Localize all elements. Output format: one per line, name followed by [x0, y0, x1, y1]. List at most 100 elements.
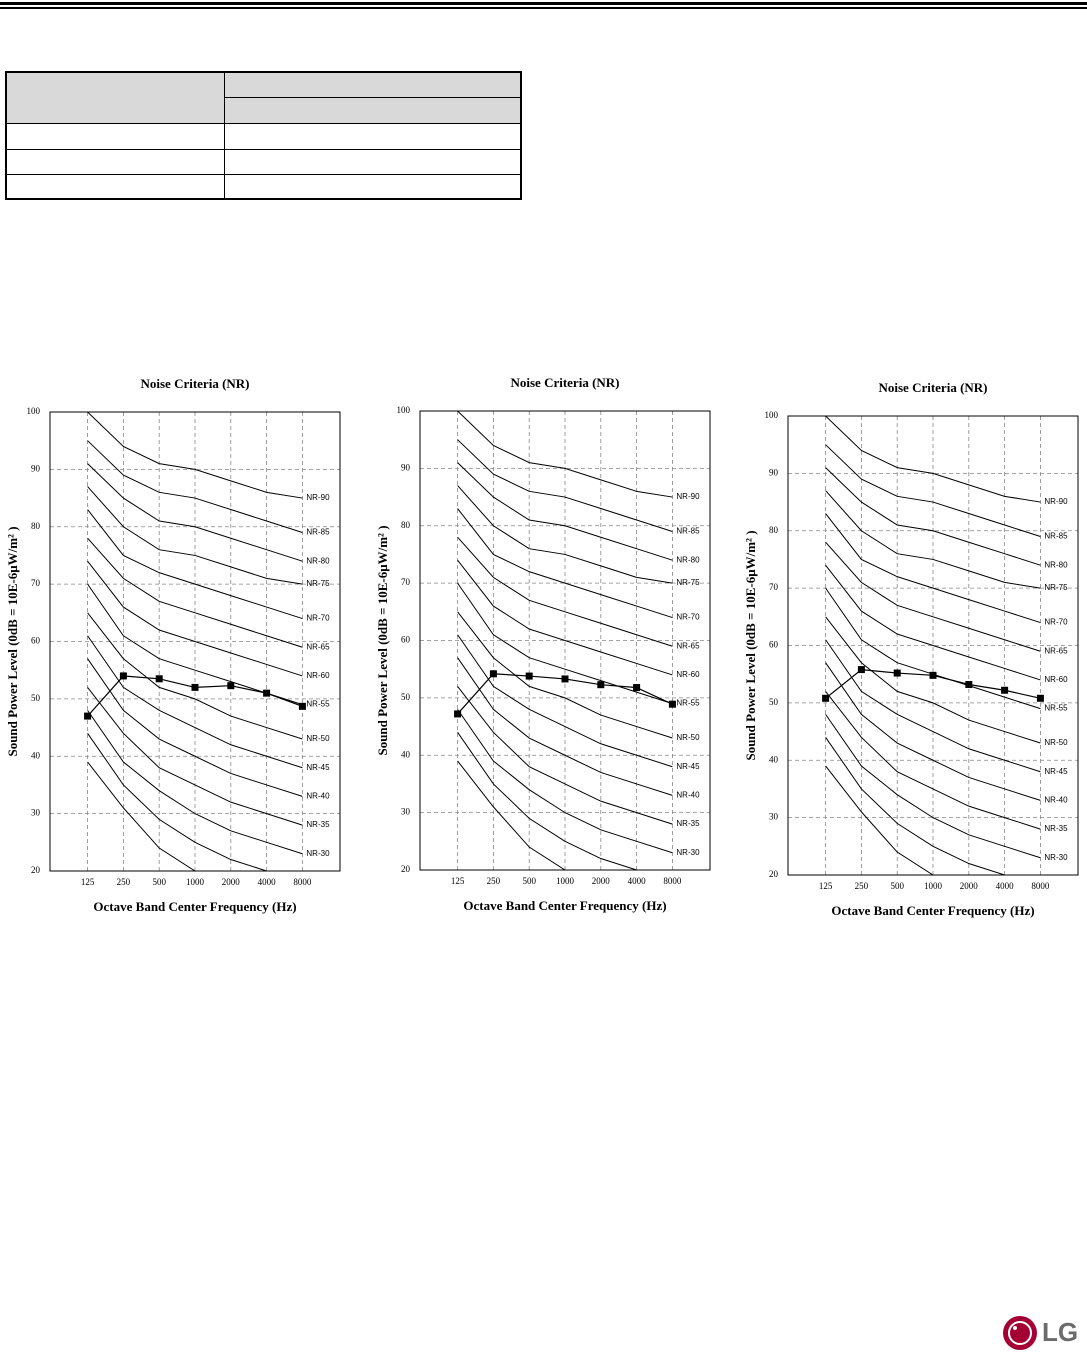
nr-curve: [87, 687, 303, 826]
y-tick-label: 20: [31, 865, 41, 875]
header-rule: [0, 2, 1087, 5]
nr-curve-label: NR-80: [1044, 560, 1068, 569]
nr-curve-label: NR-75: [676, 578, 700, 587]
nr-curve: [87, 486, 303, 585]
data-marker: [633, 684, 641, 692]
table: [5, 71, 522, 200]
nr-curve: [457, 536, 673, 647]
plot-frame: [419, 410, 711, 871]
nr-curve: [825, 737, 1007, 875]
table-cell: [5, 71, 225, 124]
x-tick-label: 8000: [663, 876, 682, 886]
y-tick-label: 40: [31, 750, 41, 760]
x-tick-label: 1000: [924, 881, 943, 891]
logo: LG: [1003, 1316, 1078, 1350]
nr-curve-label: NR-55: [306, 700, 330, 709]
data-marker: [84, 712, 92, 720]
y-tick-label: 50: [401, 692, 411, 702]
data-marker: [155, 675, 163, 683]
nr-curve: [825, 691, 1041, 830]
nr-curve: [457, 686, 673, 825]
nr-curve-label: NR-50: [676, 733, 700, 742]
nr-curve: [87, 658, 303, 797]
table-cell: [224, 123, 522, 150]
table-cell: [5, 149, 225, 175]
y-tick-label: 60: [31, 636, 41, 646]
nr-curve: [87, 612, 303, 740]
plot-frame: [49, 411, 341, 872]
nr-chart: Noise Criteria (NR) Sound Power Level (0d…: [743, 380, 1079, 918]
nr-chart: Noise Criteria (NR) Sound Power Level (0d…: [375, 375, 711, 913]
data-marker: [227, 682, 235, 690]
data-marker: [489, 670, 497, 678]
y-axis-label: Sound Power Level (0dB = 10E-6μW/m² ): [5, 526, 20, 756]
nr-curve-label: NR-65: [306, 642, 330, 651]
nr-curve: [87, 560, 303, 677]
y-tick-label: 90: [31, 463, 41, 473]
nr-curve-label: NR-65: [676, 641, 700, 650]
nr-curve: [825, 662, 1041, 801]
nr-curve: [87, 733, 269, 871]
nr-curve-label: NR-70: [676, 613, 700, 622]
y-tick-label: 70: [401, 577, 411, 587]
nr-curve-label: NR-50: [306, 734, 330, 743]
nr-curve: [457, 732, 639, 870]
nr-curve-label: NR-35: [306, 820, 330, 829]
x-tick-label: 8000: [293, 877, 312, 887]
table-cell: [224, 71, 522, 98]
nr-curve: [87, 509, 303, 620]
nr-curve-label: NR-30: [676, 848, 700, 857]
y-tick-label: 30: [31, 808, 41, 818]
nr-curve: [825, 639, 1041, 773]
nr-curve-label: NR-40: [676, 791, 700, 800]
nr-curve: [457, 634, 673, 768]
nr-curve-label: NR-45: [306, 763, 330, 772]
data-marker: [1001, 686, 1009, 694]
x-tick-label: 125: [451, 876, 465, 886]
curves: [87, 412, 303, 871]
nr-curve-label: NR-45: [1044, 767, 1068, 776]
x-tick-label: 1000: [556, 876, 575, 886]
y-tick-label: 70: [769, 582, 779, 592]
nr-curve-label: NR-60: [1044, 675, 1068, 684]
y-tick-label: 40: [769, 754, 779, 764]
y-tick-label: 100: [765, 410, 779, 420]
y-tick-label: 60: [769, 640, 779, 650]
nr-curve-label: NR-40: [306, 792, 330, 801]
nr-curve-label: NR-40: [1044, 796, 1068, 805]
nr-curve: [457, 485, 673, 584]
data-marker: [893, 669, 901, 677]
x-tick-label: 125: [81, 877, 95, 887]
x-tick-label: 2000: [592, 876, 611, 886]
nr-curve: [825, 416, 1041, 503]
nr-curve-label: NR-60: [306, 671, 330, 680]
table-cell: [5, 174, 225, 200]
data-marker: [597, 681, 605, 689]
y-tick-label: 20: [769, 869, 779, 879]
data-marker: [857, 666, 865, 674]
nr-curve: [457, 582, 673, 705]
curves: [457, 411, 673, 870]
nr-curve: [457, 709, 673, 854]
nr-curve: [87, 635, 303, 769]
x-tick-label: 125: [819, 881, 833, 891]
nr-curve-label: NR-85: [306, 528, 330, 537]
nr-curve-label: NR-80: [306, 556, 330, 565]
x-tick-label: 500: [890, 881, 904, 891]
plot-frame: [787, 415, 1079, 876]
nr-curve: [457, 439, 673, 532]
x-tick-label: 4000: [996, 881, 1015, 891]
x-axis-label: Octave Band Center Frequency (Hz): [93, 899, 296, 914]
nr-curve-label: NR-35: [676, 819, 700, 828]
y-tick-label: 20: [401, 864, 411, 874]
y-tick-label: 30: [401, 807, 411, 817]
y-axis-label: Sound Power Level (0dB = 10E-6μW/m² ): [743, 530, 758, 760]
nr-curve: [457, 462, 673, 561]
nr-curve-label: NR-75: [1044, 583, 1068, 592]
x-tick-label: 500: [522, 876, 536, 886]
nr-curve: [457, 760, 567, 870]
y-tick-label: 80: [401, 520, 411, 530]
y-tick-label: 70: [31, 578, 41, 588]
data-marker: [454, 710, 462, 718]
nr-curve: [87, 710, 303, 855]
